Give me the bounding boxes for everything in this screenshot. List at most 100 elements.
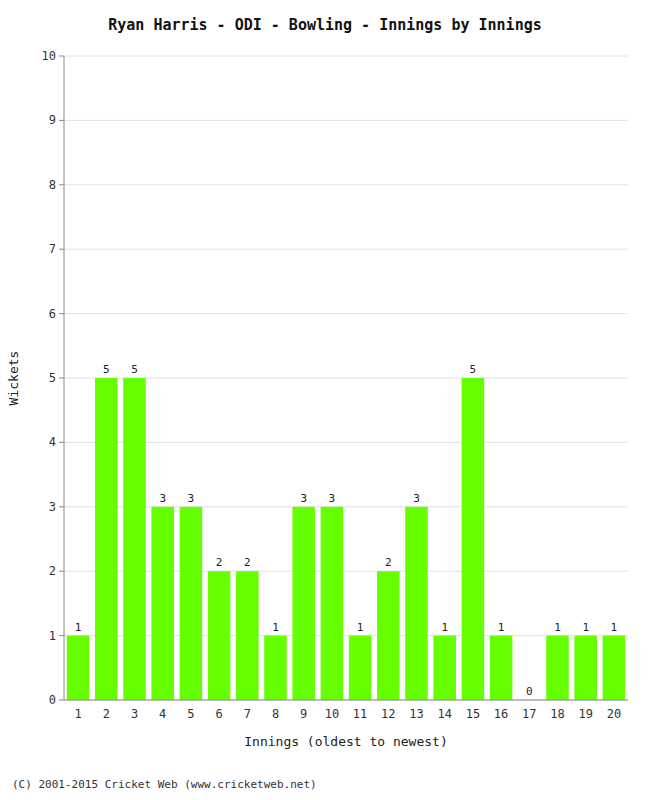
- y-tick: [59, 571, 64, 572]
- bar: [433, 636, 456, 700]
- x-tick-label: 13: [409, 707, 423, 721]
- chart-svg: 0123456789101553322133123151011112345678…: [0, 0, 650, 800]
- bar: [603, 636, 626, 700]
- y-tick-label: 0: [49, 693, 56, 707]
- grid-line: [64, 378, 628, 379]
- data-labels: 15533221331231510111: [75, 363, 617, 698]
- data-label: 2: [244, 556, 251, 569]
- bar: [321, 507, 344, 700]
- grid-line: [64, 571, 628, 572]
- grid-line: [64, 506, 628, 507]
- y-tick-label: 9: [49, 113, 56, 127]
- x-tick-label: 14: [437, 707, 451, 721]
- x-axis-line: [64, 700, 628, 701]
- data-label: 1: [272, 621, 279, 634]
- data-label: 1: [357, 621, 364, 634]
- bar: [490, 636, 513, 700]
- grid-line: [64, 56, 628, 57]
- data-label: 5: [470, 363, 477, 376]
- data-label: 1: [611, 621, 618, 634]
- grid-line: [64, 313, 628, 314]
- x-tick-label: 12: [381, 707, 395, 721]
- bar: [292, 507, 315, 700]
- x-tick-label: 4: [159, 707, 166, 721]
- y-tick: [59, 378, 64, 379]
- background: [0, 0, 650, 800]
- y-tick: [59, 184, 64, 185]
- x-tick-label: 19: [578, 707, 592, 721]
- data-label: 3: [413, 492, 420, 505]
- y-tick-label: 4: [49, 435, 56, 449]
- grid-line: [64, 635, 628, 636]
- data-label: 2: [385, 556, 392, 569]
- x-tick-label: 5: [187, 707, 194, 721]
- bar: [377, 571, 400, 700]
- y-tick-label: 8: [49, 178, 56, 192]
- x-tick-label: 1: [74, 707, 81, 721]
- y-tick: [59, 700, 64, 701]
- y-tick-label: 5: [49, 371, 56, 385]
- data-label: 1: [75, 621, 82, 634]
- chart-container: 0123456789101553322133123151011112345678…: [0, 0, 650, 800]
- y-tick: [59, 442, 64, 443]
- y-tick-label: 6: [49, 307, 56, 321]
- y-tick: [59, 249, 64, 250]
- y-axis-title: Wickets: [6, 351, 21, 406]
- y-tick-label: 3: [49, 500, 56, 514]
- y-tick: [59, 120, 64, 121]
- y-tick: [59, 506, 64, 507]
- grid-line: [64, 184, 628, 185]
- x-axis: 1234567891011121314151617181920: [74, 707, 621, 721]
- data-label: 5: [131, 363, 138, 376]
- x-tick-label: 20: [607, 707, 621, 721]
- x-tick-label: 16: [494, 707, 508, 721]
- data-label: 1: [582, 621, 589, 634]
- x-tick-label: 9: [300, 707, 307, 721]
- data-label: 3: [300, 492, 307, 505]
- y-tick-label: 1: [49, 629, 56, 643]
- bar: [405, 507, 428, 700]
- data-label: 1: [554, 621, 561, 634]
- y-tick-label: 10: [42, 49, 56, 63]
- x-tick-label: 15: [466, 707, 480, 721]
- data-label: 1: [498, 621, 505, 634]
- chart-title: Ryan Harris - ODI - Bowling - Innings by…: [108, 16, 541, 34]
- bars: [67, 378, 625, 700]
- data-label: 3: [188, 492, 195, 505]
- x-tick-label: 3: [131, 707, 138, 721]
- bar: [236, 571, 259, 700]
- grid-line: [64, 120, 628, 121]
- grid-line: [64, 249, 628, 250]
- x-tick-label: 18: [550, 707, 564, 721]
- y-tick-label: 7: [49, 242, 56, 256]
- bar: [349, 636, 372, 700]
- data-label: 0: [526, 685, 533, 698]
- x-tick-label: 6: [215, 707, 222, 721]
- grid-line: [64, 442, 628, 443]
- x-tick-label: 17: [522, 707, 536, 721]
- bar: [574, 636, 597, 700]
- y-axis: 012345678910: [42, 49, 628, 707]
- x-tick-label: 2: [103, 707, 110, 721]
- data-label: 1: [441, 621, 448, 634]
- bar: [67, 636, 90, 700]
- y-axis-line: [64, 56, 65, 700]
- bar: [180, 507, 203, 700]
- x-tick-label: 7: [244, 707, 251, 721]
- y-tick: [59, 635, 64, 636]
- x-tick-label: 11: [353, 707, 367, 721]
- data-label: 2: [216, 556, 223, 569]
- x-tick-label: 8: [272, 707, 279, 721]
- data-label: 5: [103, 363, 110, 376]
- bar: [546, 636, 569, 700]
- x-tick-label: 10: [325, 707, 339, 721]
- bar: [264, 636, 287, 700]
- bar: [208, 571, 231, 700]
- bar: [95, 378, 118, 700]
- bar: [123, 378, 146, 700]
- footer-note: (C) 2001-2015 Cricket Web (www.cricketwe…: [12, 778, 317, 791]
- y-tick: [59, 313, 64, 314]
- bar: [462, 378, 485, 700]
- x-axis-title: Innings (oldest to newest): [244, 734, 448, 749]
- y-tick-label: 2: [49, 564, 56, 578]
